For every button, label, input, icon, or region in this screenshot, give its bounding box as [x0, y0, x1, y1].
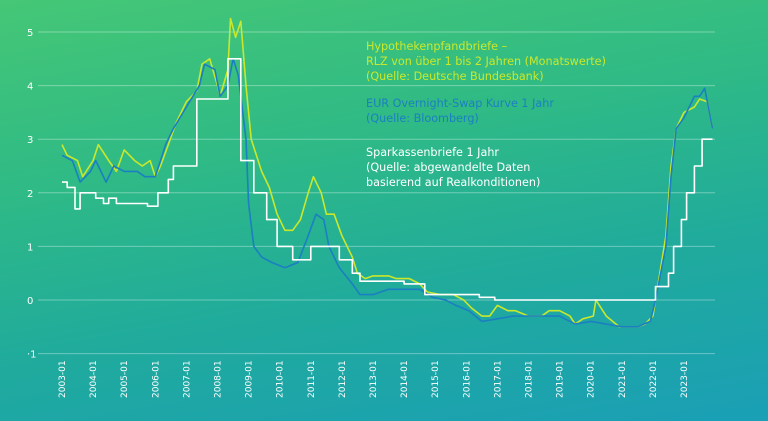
- x-tick-label: 2015-01: [431, 360, 441, 398]
- y-tick-label: 5: [27, 28, 33, 39]
- x-tick-label: 2014-01: [400, 360, 410, 398]
- y-tick-label: 1: [27, 242, 33, 253]
- x-tick-label: 2020-01: [587, 360, 597, 398]
- legend-line: (Quelle: Deutsche Bundesbank): [366, 70, 544, 83]
- x-tick-label: 2013-01: [369, 360, 379, 398]
- legend-line: Sparkassenbriefe 1 Jahr: [366, 146, 500, 159]
- legend-line: basierend auf Realkonditionen): [366, 176, 541, 189]
- x-tick-label: 2007-01: [182, 360, 192, 398]
- legend-line: EUR Overnight-Swap Kurve 1 Jahr: [366, 97, 554, 110]
- x-tick-label: 2023-01: [680, 360, 690, 398]
- x-tick-label: 2021-01: [618, 360, 628, 398]
- legend-line: Hypothekenpfandbriefe –: [366, 40, 508, 53]
- y-tick-label: 0: [27, 296, 33, 307]
- y-tick-label: 4: [27, 82, 33, 93]
- y-tick-label: ·1: [27, 350, 37, 361]
- legend-line: (Quelle: abgewandelte Daten: [366, 161, 531, 174]
- y-tick-label: 3: [27, 135, 33, 146]
- x-tick-label: 2011-01: [307, 360, 317, 398]
- x-tick-label: 2016-01: [462, 360, 472, 398]
- legend-hypothekenpfandbriefe: Hypothekenpfandbriefe – RLZ von über 1 b…: [366, 39, 606, 84]
- legend-sparkassenbriefe: Sparkassenbriefe 1 Jahr (Quelle: abgewan…: [366, 145, 540, 190]
- y-tick-label: 2: [27, 189, 33, 200]
- legend-line: RLZ von über 1 bis 2 Jahren (Monatswerte…: [366, 55, 606, 68]
- x-tick-label: 2008-01: [214, 360, 224, 398]
- x-tick-label: 2019-01: [556, 360, 566, 398]
- series-line-1: [61, 58, 714, 328]
- series-line-0: [61, 17, 714, 328]
- y-axis-ticks: ·1 0 1 2 3 4 5: [27, 28, 37, 361]
- legend-eur-overnight-swap: EUR Overnight-Swap Kurve 1 Jahr (Quelle:…: [366, 96, 554, 126]
- x-tick-label: 2009-01: [245, 360, 255, 398]
- x-tick-label: 2018-01: [525, 360, 535, 398]
- grid-lines: [38, 31, 715, 355]
- x-axis-ticks: 2003-01 2004-01 2005-01 2006-01 2007-01 2008-…: [58, 360, 690, 398]
- x-tick-label: 2005-01: [120, 360, 130, 398]
- x-tick-label: 2006-01: [151, 360, 161, 398]
- legend-line: (Quelle: Bloomberg): [366, 112, 479, 125]
- x-tick-label: 2003-01: [58, 360, 68, 398]
- series-lines: [61, 17, 714, 328]
- series-line-2: [62, 58, 713, 301]
- x-tick-label: 2004-01: [89, 360, 99, 398]
- x-tick-label: 2010-01: [276, 360, 286, 398]
- x-tick-label: 2012-01: [338, 360, 348, 398]
- x-tick-label: 2022-01: [649, 360, 659, 398]
- x-tick-label: 2017-01: [493, 360, 503, 398]
